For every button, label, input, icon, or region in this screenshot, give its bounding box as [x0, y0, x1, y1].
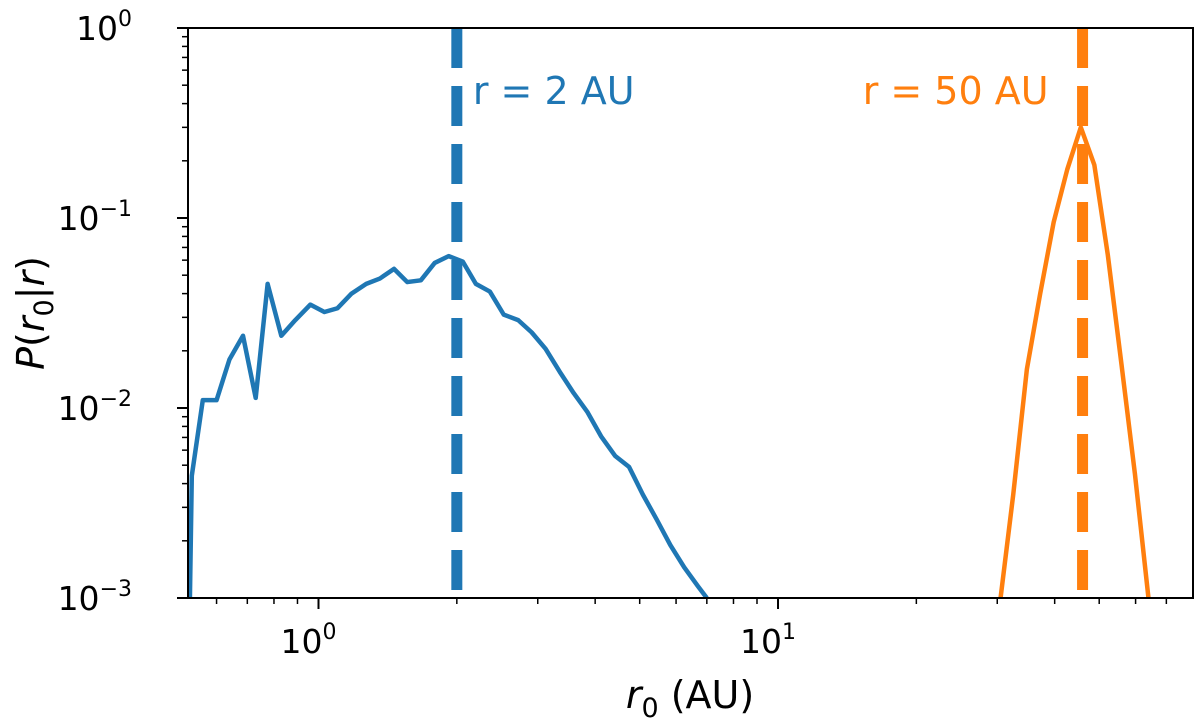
- y-axis-label: P(r0|r): [9, 256, 60, 370]
- series-line-2: [998, 125, 1151, 598]
- reference-line-label-2: r = 50 AU: [863, 69, 1049, 113]
- annotation-layer: r = 2 AU r = 50 AU: [473, 69, 1049, 113]
- x-tick-label-1: 100: [281, 620, 337, 661]
- series-line-1: [188, 253, 709, 598]
- series-layer: [188, 28, 1151, 598]
- plot-area: [188, 28, 1193, 598]
- x-axis-label: r0 (AU): [626, 673, 754, 724]
- y-tick-label-1: 100: [76, 7, 132, 48]
- y-tick-label-2: 10−1: [58, 197, 132, 238]
- plot-background: [188, 28, 1193, 598]
- x-tick-label-2: 101: [740, 620, 796, 661]
- y-tick-label-3: 10−2: [58, 387, 132, 428]
- y-tick-label-4: 10−3: [58, 577, 132, 618]
- axes-layer: 100 101 100 10−1 10−2 10−3 r0 (AU) P(r0|r): [9, 7, 1194, 724]
- axes-frame: [187, 27, 1194, 599]
- reference-line-label-1: r = 2 AU: [473, 69, 635, 113]
